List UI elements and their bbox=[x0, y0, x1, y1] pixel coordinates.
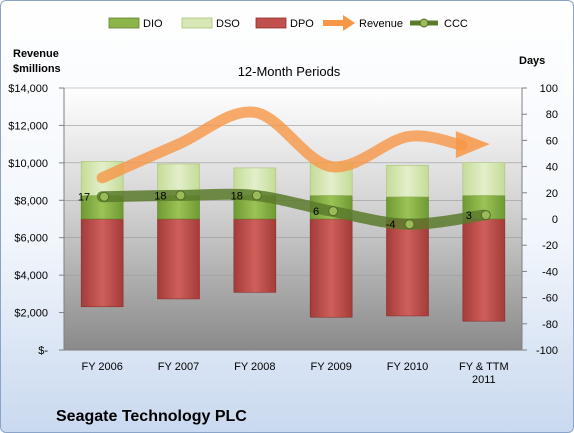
ccc-data-label: 17 bbox=[78, 192, 90, 204]
right-tick-label: 80 bbox=[546, 109, 558, 121]
ccc-marker bbox=[328, 206, 339, 217]
left-axis-title-line-1: Revenue bbox=[13, 48, 59, 60]
left-tick-label: $- bbox=[38, 345, 48, 357]
bar-dpo bbox=[386, 218, 429, 317]
left-tick-label: $8,000 bbox=[14, 195, 48, 207]
x-tick-label: FY 2007 bbox=[158, 361, 199, 373]
axes: $- $2,000 $4,000 $6,000 $8,000 $10,000 $12,000… bbox=[8, 83, 558, 386]
legend: DIO DSO DPO Revenue CCC bbox=[108, 15, 468, 31]
bars bbox=[80, 161, 506, 322]
bar-dpo bbox=[233, 218, 277, 293]
ccc-data-label: 6 bbox=[313, 206, 319, 218]
plot-title: 12-Month Periods bbox=[238, 64, 341, 79]
right-tick-label: -100 bbox=[536, 345, 558, 357]
right-tick-label: 20 bbox=[546, 188, 558, 200]
right-tick-label: 60 bbox=[546, 135, 558, 147]
ccc-marker bbox=[480, 210, 491, 221]
left-tick-label: $6,000 bbox=[14, 233, 48, 245]
left-tick-label: $4,000 bbox=[14, 270, 48, 282]
x-tick-label: FY 2009 bbox=[310, 361, 351, 373]
ccc-data-label: -4 bbox=[386, 219, 396, 231]
ccc-marker bbox=[99, 191, 110, 202]
ccc-data-label: 18 bbox=[231, 190, 243, 202]
bar-dpo bbox=[309, 218, 353, 318]
bar-dio bbox=[386, 196, 429, 220]
bar-dpo bbox=[462, 218, 506, 322]
legend-swatch-revenue-head bbox=[343, 15, 355, 31]
lines: 17 18 18 6 -4 3 bbox=[78, 106, 491, 231]
right-tick-label: 40 bbox=[546, 162, 558, 174]
bar-dso bbox=[462, 162, 506, 196]
legend-swatch-dpo bbox=[255, 17, 287, 29]
legend-label-revenue: Revenue bbox=[359, 18, 403, 30]
revenue-line bbox=[96, 106, 468, 184]
bar-dpo bbox=[80, 218, 124, 308]
x-tick-label: FY 2010 bbox=[387, 361, 428, 373]
left-axis-title-line-2: $millions bbox=[13, 63, 61, 75]
ccc-marker bbox=[175, 190, 186, 201]
ccc-line bbox=[96, 188, 490, 230]
legend-swatch-dio bbox=[108, 17, 140, 29]
ccc-marker bbox=[404, 219, 415, 230]
ccc-marker bbox=[251, 190, 262, 201]
ccc-data-label: 18 bbox=[154, 190, 166, 202]
x-tick-label: FY 2006 bbox=[81, 361, 122, 373]
legend-label-dpo: DPO bbox=[290, 18, 314, 30]
x-tick-label: FY & TTM bbox=[459, 361, 509, 373]
right-tick-label: 0 bbox=[552, 214, 558, 226]
bar-dpo bbox=[157, 218, 200, 300]
bar-dso bbox=[386, 164, 429, 198]
left-tick-label: $2,000 bbox=[14, 308, 48, 320]
right-tick-label: -80 bbox=[542, 319, 558, 331]
legend-label-dio: DIO bbox=[143, 18, 163, 30]
right-axis-title: Days bbox=[519, 55, 545, 67]
legend-swatch-ccc-marker bbox=[419, 18, 429, 28]
left-tick-label: $14,000 bbox=[8, 83, 48, 95]
right-tick-label: 100 bbox=[540, 83, 558, 95]
legend-swatch-dso bbox=[181, 17, 213, 29]
revenue-arrowhead bbox=[455, 131, 490, 159]
right-tick-label: -40 bbox=[542, 266, 558, 278]
x-tick-label: FY 2008 bbox=[234, 361, 275, 373]
left-tick-label: $10,000 bbox=[8, 158, 48, 170]
right-tick-label: -60 bbox=[542, 293, 558, 305]
right-tick-label: -20 bbox=[542, 240, 558, 252]
ccc-data-label: 3 bbox=[466, 210, 472, 222]
legend-label-dso: DSO bbox=[216, 18, 240, 30]
left-tick-label: $12,000 bbox=[8, 120, 48, 132]
legend-label-ccc: CCC bbox=[444, 18, 468, 30]
x-tick-label: 2011 bbox=[472, 374, 496, 386]
footer-title: Seagate Technology PLC bbox=[56, 408, 247, 425]
